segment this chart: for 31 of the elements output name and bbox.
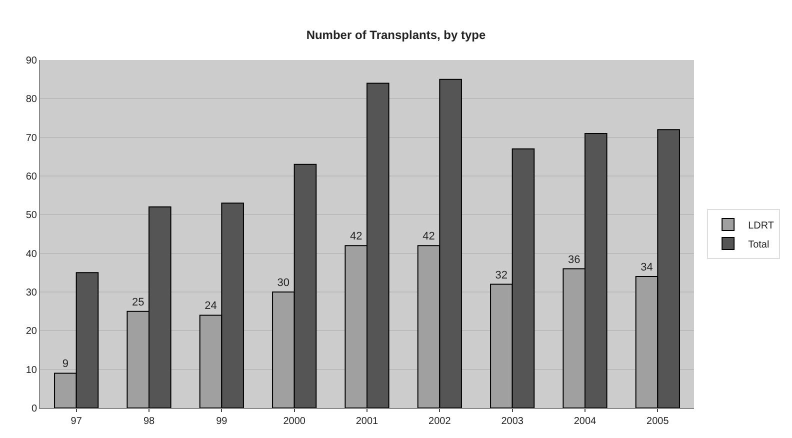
chart-title: Number of Transplants, by type bbox=[306, 28, 486, 42]
data-label: 24 bbox=[204, 300, 217, 312]
x-tick-label: 2004 bbox=[574, 416, 597, 427]
legend-label: Total bbox=[748, 239, 770, 250]
data-label: 30 bbox=[277, 277, 290, 289]
data-label: 42 bbox=[422, 230, 435, 243]
y-tick-label: 0 bbox=[31, 404, 38, 414]
x-tick-label: 2001 bbox=[356, 416, 379, 427]
data-label: 42 bbox=[350, 230, 362, 243]
data-label: 36 bbox=[568, 254, 580, 266]
data-label: 34 bbox=[640, 262, 653, 274]
y-tick-label: 20 bbox=[26, 326, 38, 338]
y-tick-label: 30 bbox=[26, 288, 38, 298]
legend-label: LDRT bbox=[748, 220, 774, 232]
y-tick-label: 80 bbox=[26, 94, 38, 106]
y-tick-label: 40 bbox=[26, 248, 38, 260]
y-tick-label: 50 bbox=[26, 210, 38, 222]
data-label: 9 bbox=[62, 358, 68, 370]
x-tick-label: 99 bbox=[216, 416, 228, 427]
data-label: 25 bbox=[132, 296, 144, 308]
y-tick-label: 60 bbox=[26, 172, 38, 182]
x-tick-label: 98 bbox=[143, 416, 155, 427]
data-label: 32 bbox=[495, 269, 508, 282]
x-tick-label: 97 bbox=[70, 416, 82, 427]
y-tick-label: 70 bbox=[26, 132, 38, 144]
x-tick-label: 2000 bbox=[283, 416, 306, 427]
x-tick-label: 2005 bbox=[646, 416, 670, 427]
y-tick-label: 10 bbox=[26, 364, 38, 376]
x-tick-label: 2003 bbox=[501, 416, 524, 427]
x-tick-label: 2002 bbox=[428, 416, 452, 427]
y-tick-label: 90 bbox=[26, 56, 38, 66]
